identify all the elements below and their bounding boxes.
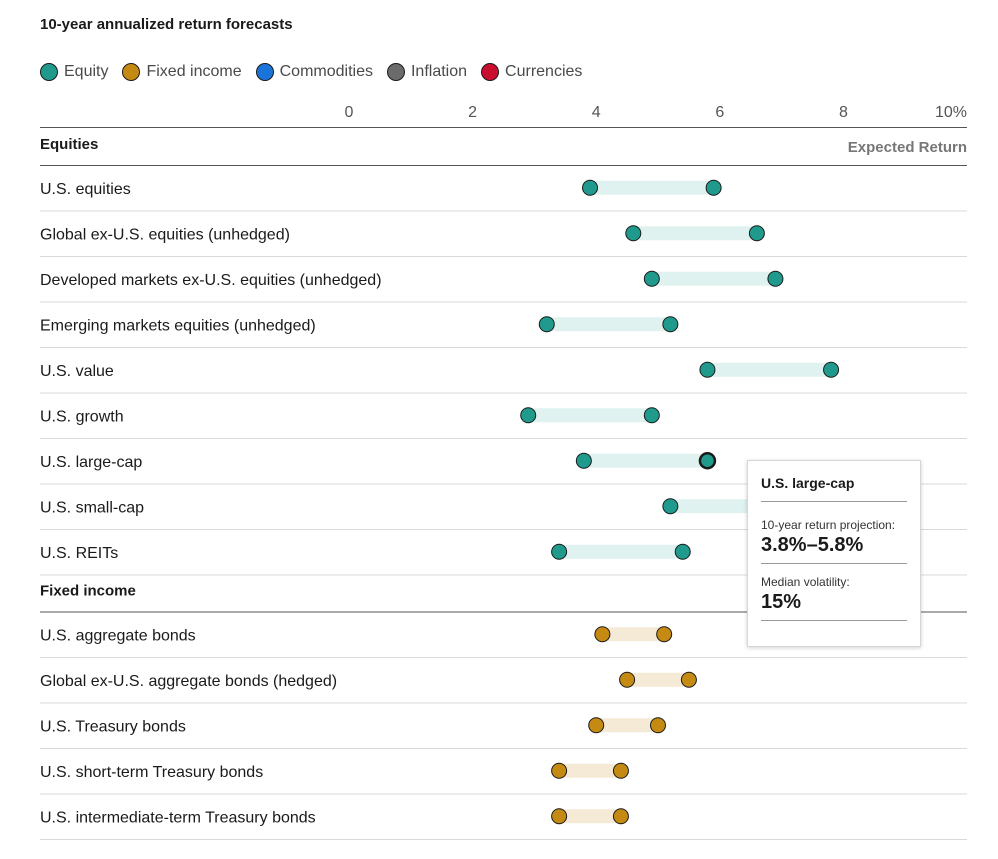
- row-label: U.S. growth: [40, 408, 124, 425]
- legend-item-equity[interactable]: Equity: [40, 63, 108, 81]
- range-low-dot: [575, 452, 592, 469]
- row-label: Developed markets ex-U.S. equities (unhe…: [40, 272, 382, 289]
- legend-swatch: [481, 63, 500, 81]
- range-low-dot: [662, 498, 679, 515]
- range-low-dot: [699, 361, 716, 378]
- range-band: [559, 763, 621, 778]
- range-high-dot: [674, 543, 691, 560]
- range-band: [651, 271, 776, 286]
- legend-label: Inflation: [410, 63, 468, 80]
- range-high-dot-selected: [698, 452, 717, 470]
- range-high-dot: [680, 671, 697, 688]
- legend-swatch: [255, 63, 274, 81]
- range-band: [602, 627, 665, 642]
- range-low-dot: [551, 808, 568, 825]
- row-label: U.S. equities: [40, 181, 131, 198]
- row-label: Global ex-U.S. equities (unhedged): [40, 226, 290, 243]
- range-high-dot: [612, 808, 629, 825]
- range-low-dot: [625, 225, 642, 242]
- tooltip-projection-label: 10-year return projection:: [761, 518, 896, 532]
- range-high-dot: [612, 762, 629, 779]
- range-band: [707, 362, 832, 377]
- range-band: [633, 226, 757, 241]
- range-band: [559, 809, 621, 824]
- row-label: U.S. small-cap: [40, 499, 144, 516]
- tooltip-projection-value: 3.8%–5.8%: [761, 534, 907, 564]
- range-low-dot: [643, 270, 660, 287]
- row-label: U.S. REITs: [40, 545, 118, 562]
- range-low-dot: [619, 671, 636, 688]
- range-high-dot: [662, 316, 679, 333]
- legend-swatch: [122, 63, 141, 81]
- legend-item-currencies[interactable]: Currencies: [481, 63, 582, 81]
- legend-item-fixed-income[interactable]: Fixed income: [122, 63, 242, 81]
- range-low-dot: [551, 762, 568, 779]
- x-tick-label: 10%: [935, 104, 967, 121]
- range-low-dot: [582, 179, 599, 196]
- group-header: Equities: [40, 136, 98, 153]
- tooltip-title: U.S. large-cap: [761, 475, 907, 502]
- x-axis-label: Expected Return: [848, 139, 967, 156]
- legend-swatch: [386, 63, 405, 81]
- x-tick-label: 4: [592, 104, 601, 121]
- range-low-dot: [588, 717, 605, 734]
- row-label: Emerging markets equities (unhedged): [40, 317, 316, 334]
- x-tick-label: 0: [345, 104, 354, 121]
- row-label: U.S. intermediate-term Treasury bonds: [40, 809, 316, 826]
- range-low-dot: [594, 626, 611, 643]
- x-tick-label: 2: [468, 104, 477, 121]
- range-high-dot: [643, 407, 660, 424]
- legend-item-commodities[interactable]: Commodities: [255, 63, 373, 81]
- range-high-dot: [748, 225, 765, 242]
- range-low-dot: [520, 407, 537, 424]
- range-band: [627, 672, 689, 687]
- range-band: [528, 408, 652, 423]
- range-high-dot: [767, 270, 784, 287]
- range-low-dot: [538, 316, 555, 333]
- chart-title: 10-year annualized return forecasts: [40, 16, 293, 33]
- row-label: U.S. Treasury bonds: [40, 718, 186, 735]
- legend-label: Equity: [64, 63, 109, 80]
- legend-swatch: [40, 63, 58, 81]
- range-band: [596, 718, 658, 733]
- legend-item-inflation[interactable]: Inflation: [386, 63, 468, 81]
- x-tick-label: 6: [715, 104, 724, 121]
- row-label: U.S. short-term Treasury bonds: [40, 764, 263, 781]
- row-label: U.S. aggregate bonds: [40, 627, 196, 644]
- group-header: Fixed income: [40, 583, 136, 600]
- row-label: U.S. large-cap: [40, 454, 142, 471]
- range-low-dot: [551, 543, 568, 560]
- range-band: [546, 317, 671, 332]
- range-band: [590, 180, 714, 195]
- range-high-dot: [650, 717, 666, 734]
- row-label: U.S. value: [40, 363, 114, 380]
- range-band: [559, 544, 683, 559]
- range-high-dot: [656, 626, 673, 643]
- tooltip-volatility-label: Median volatility:: [761, 575, 850, 589]
- range-high-dot: [823, 361, 840, 378]
- legend-label: Commodities: [279, 63, 373, 80]
- tooltip-volatility-value: 15%: [761, 591, 907, 621]
- legend-label: Fixed income: [146, 63, 242, 80]
- tooltip: U.S. large-cap 10-year return projection…: [747, 460, 921, 647]
- legend: Equity Fixed income Commodities Inflation Cu…: [40, 63, 596, 81]
- row-label: Global ex-U.S. aggregate bonds (hedged): [40, 673, 337, 690]
- legend-label: Currencies: [505, 63, 583, 80]
- range-band: [583, 453, 708, 468]
- x-tick-label: 8: [839, 104, 848, 121]
- range-high-dot: [705, 179, 722, 196]
